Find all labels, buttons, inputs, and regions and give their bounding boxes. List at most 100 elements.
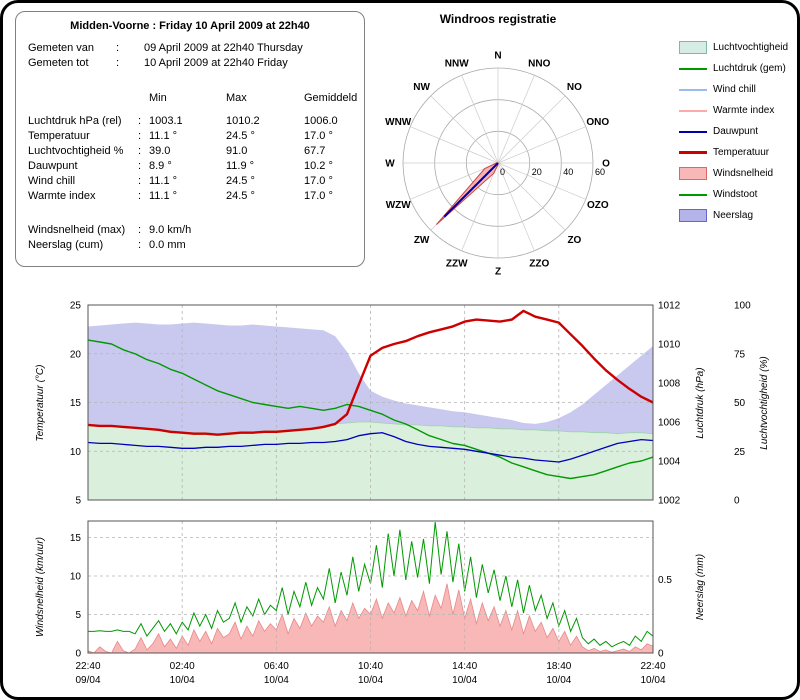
rain-tick-label: 0.5 (658, 575, 672, 586)
windrose-direction-label: O (602, 159, 610, 170)
x-tick-time: 22:40 (640, 661, 665, 672)
panel-text: : (138, 175, 142, 187)
col-header-max: Max (226, 92, 247, 104)
windspeed-axis-title: Windsnelheid (km/uur) (35, 537, 46, 637)
windrose-direction-label: ONO (586, 117, 609, 128)
rain-axis-title: Neerslag (mm) (695, 554, 706, 620)
windrose-spoke (497, 162, 535, 251)
windrose-radial-tick: 40 (563, 167, 573, 177)
x-tick-time: 18:40 (546, 661, 571, 672)
windrose-spoke (410, 126, 499, 164)
stat-label: Luchtvochtigheid % (28, 145, 124, 157)
panel-text: : (138, 224, 142, 236)
legend-item: Luchtdruk (gem) (679, 58, 797, 79)
windrose-direction-label: ZZO (529, 258, 549, 269)
legend-label: Dauwpunt (713, 126, 759, 137)
legend-label: Neerslag (713, 210, 754, 221)
x-tick-date: 10/04 (170, 675, 195, 686)
legend-item: Windstoot (679, 184, 797, 205)
stat-min: 39.0 (149, 145, 171, 157)
col-header-avg: Gemiddeld (304, 92, 358, 104)
panel-text: : (138, 239, 142, 251)
temperature-line (87, 309, 654, 436)
col-header-min: Min (149, 92, 167, 104)
windrose-direction-label: NW (413, 82, 430, 93)
legend-line-swatch (679, 130, 707, 133)
windrose-direction-label: ZW (414, 235, 430, 246)
legend-area-swatch (679, 209, 707, 222)
stat-min: 8.9 ° (149, 160, 172, 172)
x-tick-date: 10/04 (546, 675, 571, 686)
windrose-spoke (497, 126, 586, 164)
windrose-direction-label: WZW (386, 200, 412, 211)
legend-label: Temperatuur (713, 147, 770, 158)
summary-panel: Midden-Voorne : Friday 10 April 2009 at … (15, 11, 365, 267)
windrose-direction-label: N (494, 51, 501, 62)
legend-item: Warmte index (679, 100, 797, 121)
pressure-line (87, 339, 654, 480)
measured-from-label: Gemeten van (28, 42, 95, 54)
panel-row: Neerslag (cum):0.0 mm (16, 239, 364, 253)
legend-item: Temperatuur (679, 142, 797, 163)
legend: Luchtvochtigheid Luchtdruk (gem) Wind chil… (679, 37, 797, 226)
stat-label: Wind chill (28, 175, 76, 187)
windrose-spoke (497, 95, 566, 164)
legend-item: Wind chill (679, 79, 797, 100)
measured-to-label: Gemeten tot (28, 57, 89, 69)
panel-row: Wind chill:11.1 ° 24.5 ° 17.0 ° (16, 175, 364, 189)
temperature-axis-title: Temperatuur (°C) (35, 365, 46, 442)
legend-label: Luchtdruk (gem) (713, 63, 786, 74)
panel-row: Warmte index:11.1 ° 24.5 ° 17.0 ° (16, 190, 364, 204)
windrose-radial-tick: 0 (500, 167, 505, 177)
legend-label: Wind chill (713, 84, 756, 95)
panel-row: Gemeten tot: 10 April 2009 at 22h40 Frida… (16, 57, 364, 71)
panel-text: : (138, 190, 142, 202)
wind-tick-label: 5 (75, 610, 81, 621)
stat-min: 11.1 ° (149, 130, 178, 142)
stat-max: 1010.2 (226, 115, 260, 127)
pressure-tick-label: 1002 (658, 496, 681, 507)
windrose-direction-label: NO (567, 82, 582, 93)
panel-title: Midden-Voorne : Friday 10 April 2009 at … (70, 20, 310, 32)
stat-min: 11.1 ° (149, 175, 178, 187)
panel-row: Temperatuur:11.1 ° 24.5 ° 17.0 ° (16, 130, 364, 144)
stat-min: 11.1 ° (149, 190, 178, 202)
humidity-tick-label: 75 (734, 349, 746, 360)
stat-max: 24.5 ° (226, 175, 255, 187)
legend-label: Warmte index (713, 105, 775, 116)
legend-label: Windstoot (713, 189, 758, 200)
windrose-direction-label: W (385, 159, 395, 170)
legend-item: Luchtvochtigheid (679, 37, 797, 58)
panel-row: Luchtdruk hPa (rel):1003.1 1010.2 1006.0 (16, 115, 364, 129)
windrose-direction-label: NNW (445, 59, 469, 70)
x-tick-time: 02:40 (170, 661, 195, 672)
measured-to-value: 10 April 2009 at 22h40 Friday (144, 57, 288, 69)
humidity-tick-label: 50 (734, 398, 746, 409)
windrose-spoke (461, 162, 499, 251)
stat-avg: 17.0 ° (304, 130, 333, 142)
legend-item: Neerslag (679, 205, 797, 226)
pressure-tick-label: 1010 (658, 340, 681, 351)
x-tick-time: 06:40 (264, 661, 289, 672)
pressure-tick-label: 1008 (658, 379, 681, 390)
stat-avg: 10.2 ° (304, 160, 333, 172)
x-tick-date: 10/04 (358, 675, 383, 686)
panel-row: Windsnelheid (max):9.0 km/h (16, 224, 364, 238)
legend-line-swatch (679, 151, 707, 154)
legend-line-swatch (679, 67, 707, 70)
windrose-spoke (430, 95, 499, 164)
stat-min: 1003.1 (149, 115, 183, 127)
stat-avg: 67.7 (304, 145, 326, 157)
legend-line-swatch (679, 109, 707, 112)
wind-tick-label: 15 (70, 533, 82, 544)
temp-tick-label: 20 (70, 349, 82, 360)
windrose-spoke (497, 75, 535, 164)
windrose-spoke (461, 75, 499, 164)
legend-area-swatch (679, 41, 707, 54)
main-chart-frame (87, 304, 654, 501)
windrose-direction-label: Z (495, 267, 501, 278)
legend-line-swatch (679, 193, 707, 196)
x-tick-date: 09/04 (75, 675, 100, 686)
stat-label: Temperatuur (28, 130, 90, 142)
